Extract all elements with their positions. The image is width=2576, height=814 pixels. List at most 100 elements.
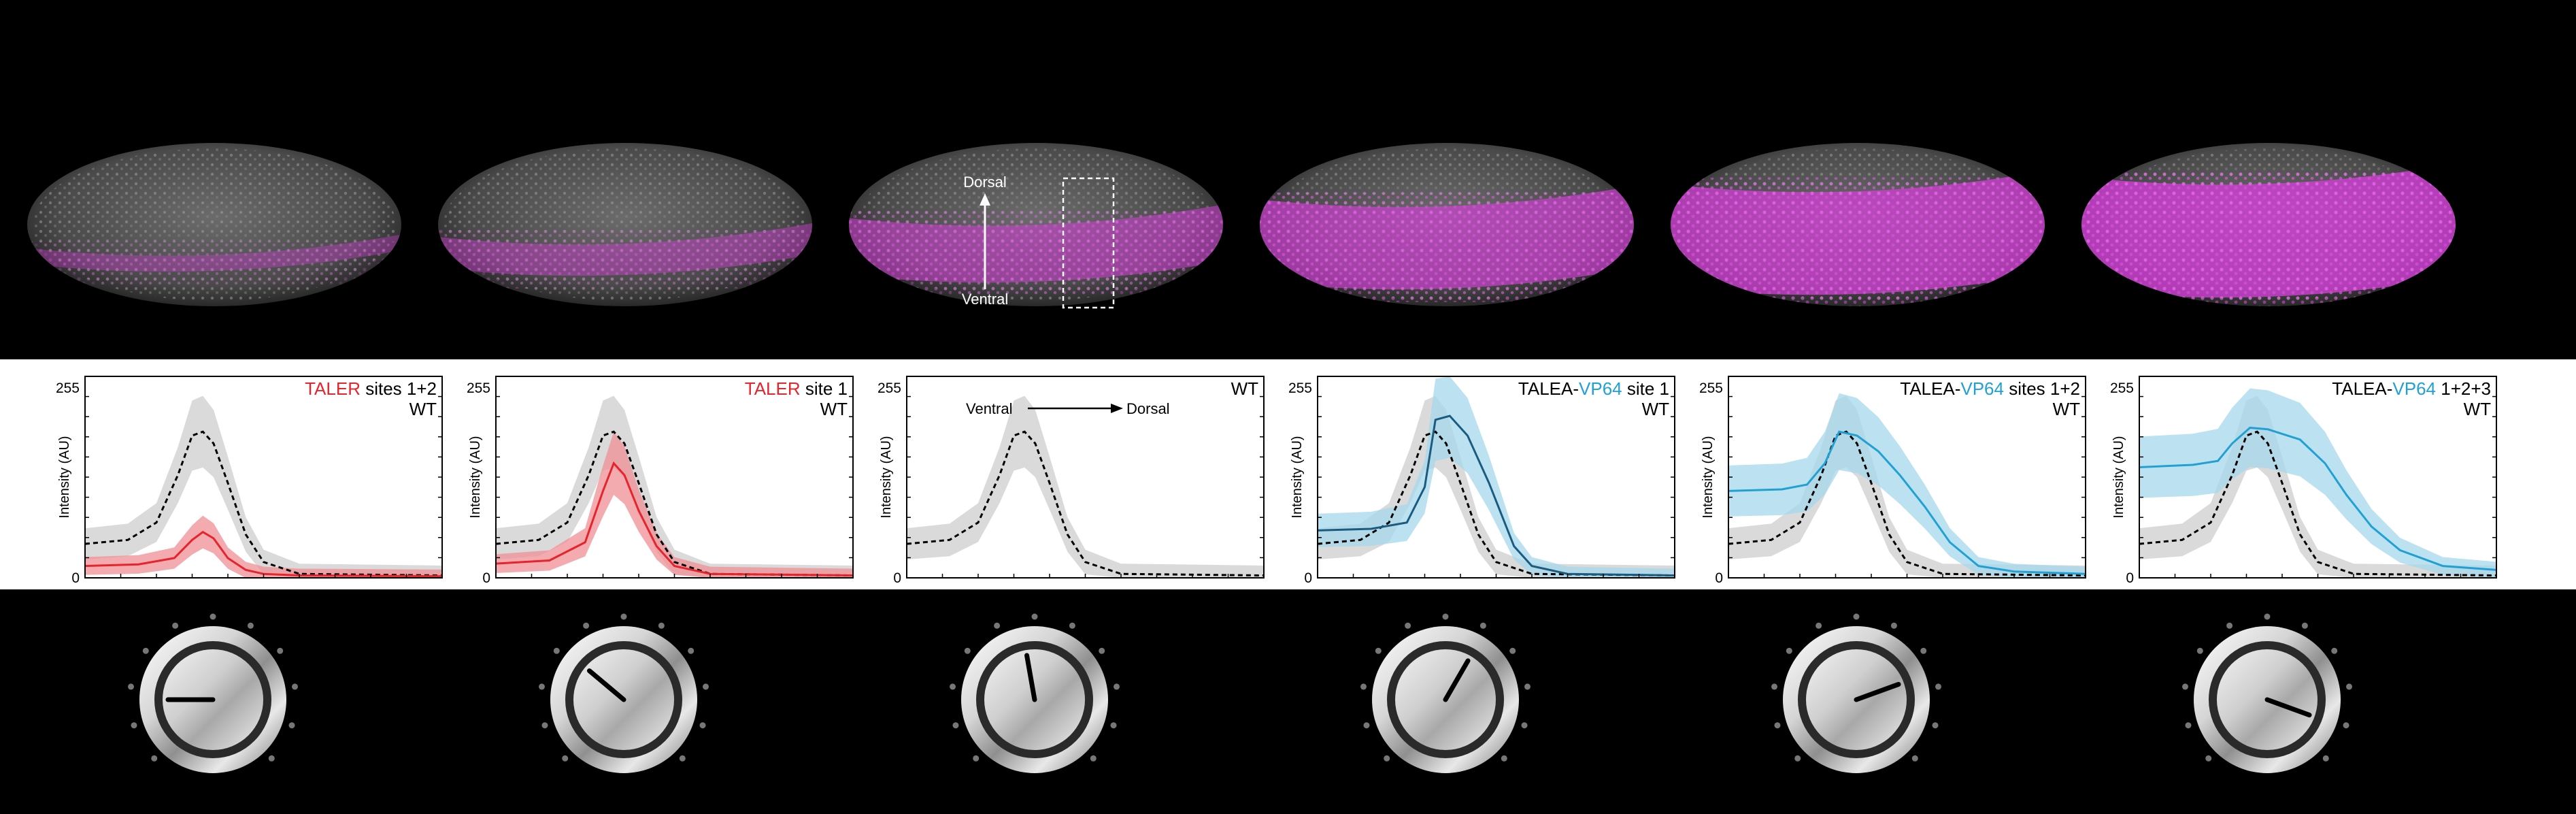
expression-band: [438, 223, 812, 289]
dial-dot: [1113, 683, 1120, 690]
expression-band-nuclei: [1260, 193, 1634, 302]
wt-variance-band: [85, 395, 442, 578]
chart-title-rest: site 1: [801, 378, 848, 399]
intensity-knob-5[interactable]: [1771, 613, 1941, 774]
wt-series-line: [2139, 430, 2497, 577]
wt-series-line: [1728, 430, 2086, 577]
variant-series-line: [2139, 426, 2497, 571]
dial-dot: [1110, 722, 1117, 729]
expression-band-nuclei: [27, 241, 401, 284]
dial-dot: [1932, 722, 1939, 729]
variant-series-line: [1317, 414, 1675, 577]
dial-dot: [2205, 755, 2212, 762]
dial-dot: [2322, 755, 2329, 762]
wt-variance-band: [907, 395, 1264, 578]
wt-series-line: [495, 430, 854, 577]
dial-dot: [2301, 622, 2308, 629]
chart-title: WT: [1231, 378, 1259, 399]
dial-dot: [1031, 613, 1038, 620]
chart-title-colored: VP64: [1960, 378, 2004, 399]
y-tick-label: 0: [482, 570, 490, 586]
dial-dot: [1853, 613, 1860, 620]
chart-title-colored: TALER: [305, 378, 361, 399]
dial-dot: [688, 647, 695, 654]
direction-left-label: Ventral: [966, 400, 1013, 417]
embryo-3: Dorsal Ventral: [849, 143, 1223, 309]
variant-variance-band: [2139, 388, 2496, 578]
chart-3: Intensity (AU) 255 0 WT Ventral Dorsal: [877, 376, 1265, 586]
dial-dot: [268, 755, 275, 762]
y-tick-label: 255: [467, 380, 490, 396]
dial-dot: [1920, 647, 1927, 654]
dial-dot: [658, 622, 665, 629]
dorsal-label: Dorsal: [963, 174, 1007, 191]
dial-dot: [288, 722, 295, 729]
knobs[interactable]: [128, 613, 2352, 774]
y-tick-label: 0: [893, 570, 901, 586]
dial-dot: [562, 755, 569, 762]
wt-series-line: [906, 430, 1265, 577]
embryo-images: Dorsal Ventral: [27, 143, 2456, 309]
intensity-knob-1[interactable]: [128, 613, 298, 774]
embryo-6: [2081, 143, 2456, 306]
intensity-knob-4[interactable]: [1360, 613, 1530, 774]
embryo-5: [1671, 143, 2045, 306]
dial-dot: [1360, 683, 1367, 690]
dial-dot: [1935, 683, 1941, 690]
dial-dot: [1509, 647, 1516, 654]
chart-title-rest: 1+2+3: [2436, 378, 2491, 399]
dial-dot: [2264, 613, 2271, 620]
dial-dot: [952, 722, 959, 729]
dial-dot: [1774, 722, 1781, 729]
dial-dot: [2185, 722, 2192, 729]
measurement-box: [1062, 177, 1115, 309]
intensity-knob-6[interactable]: [2182, 613, 2352, 774]
y-tick-label: 255: [2110, 380, 2134, 396]
direction-arrow-head: [1111, 404, 1123, 413]
dial-dot: [1816, 622, 1822, 629]
expression-band: [1671, 171, 2045, 306]
embryo-1: [27, 143, 401, 306]
chart-title-colored: VP64: [1579, 378, 1622, 399]
intensity-knob-2[interactable]: [539, 613, 709, 774]
dial-dot: [973, 755, 980, 762]
y-axis-label: Intensity (AU): [1701, 436, 1716, 518]
chart-subtitle: WT: [409, 399, 437, 419]
y-axis-label: Intensity (AU): [879, 436, 894, 518]
chart-1: Intensity (AU) 255 0 TALER sites 1+2WT: [56, 376, 443, 586]
dial-dot: [1442, 613, 1449, 620]
dial-dot: [1099, 647, 1105, 654]
expression-band: [27, 234, 401, 284]
intensity-knob-3[interactable]: [950, 613, 1120, 774]
dial-dot: [172, 622, 179, 629]
dial-dot: [541, 722, 548, 729]
y-axis-label: Intensity (AU): [468, 436, 483, 518]
dial-dot: [210, 613, 216, 620]
chart-5: Intensity (AU) 255 0 TALEA-VP64 sites 1+2WT: [1699, 376, 2086, 586]
chart-title-prefix: TALEA-: [2332, 378, 2392, 399]
axis-arrow-head: [980, 193, 990, 206]
y-axis-label: Intensity (AU): [57, 436, 72, 518]
chart-title: TALEA-VP64 1+2+3: [2332, 378, 2491, 399]
y-tick-label: 0: [1715, 570, 1723, 586]
dial-dot: [291, 683, 298, 690]
wt-series-line: [84, 430, 443, 577]
knob-pointer: [2264, 697, 2312, 718]
chart-title: TALEA-VP64 site 1: [1518, 378, 1669, 399]
dial-dot: [1890, 622, 1897, 629]
knob-pointer: [1854, 681, 1901, 702]
y-tick-label: 0: [71, 570, 80, 586]
dial-dot: [620, 613, 627, 620]
y-tick-label: 0: [1304, 570, 1312, 586]
dial-dot: [1794, 755, 1801, 762]
dial-dot: [142, 647, 149, 654]
dial-dot: [1375, 647, 1382, 654]
knob-pointer: [1443, 658, 1471, 702]
dial-dot: [277, 647, 284, 654]
expression-band: [2081, 163, 2456, 306]
chart-title-colored: TALER: [745, 378, 801, 399]
chart-subtitle: WT: [1642, 399, 1670, 419]
expression-band: [1260, 186, 1634, 302]
